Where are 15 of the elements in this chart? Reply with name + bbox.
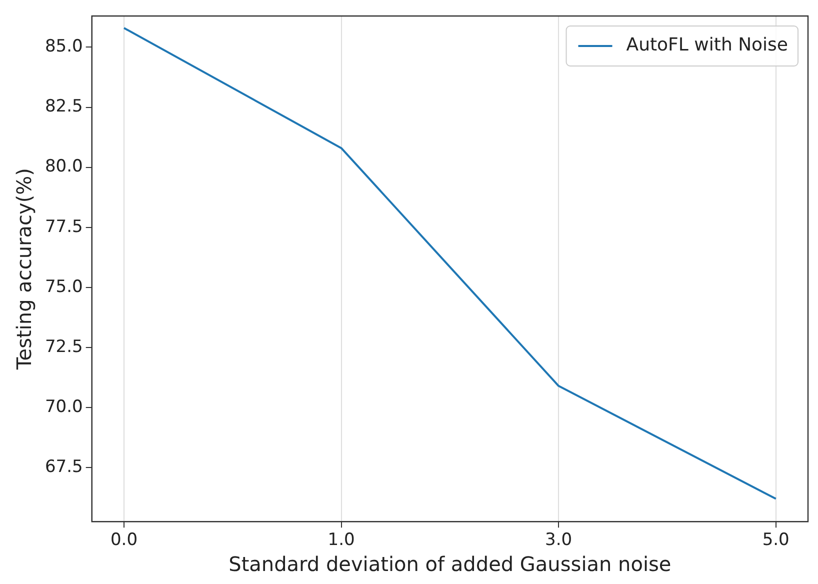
x-tick-label: 5.0 [762, 530, 790, 550]
x-tick-label: 0.0 [110, 530, 138, 550]
y-tick-label: 77.5 [44, 216, 83, 237]
y-tick-label: 70.0 [44, 396, 83, 417]
legend-label: AutoFL with Noise [626, 34, 788, 56]
y-tick-label: 82.5 [44, 96, 83, 117]
y-tick-label: 75.0 [44, 276, 83, 297]
x-tick-label: 1.0 [328, 530, 355, 550]
y-axis-title: Testing accuracy(%) [12, 168, 36, 371]
y-tick-label: 72.5 [44, 336, 83, 357]
y-tick-label: 85.0 [44, 36, 83, 57]
x-axis-title: Standard deviation of added Gaussian noise [228, 552, 672, 576]
y-tick-label: 67.5 [44, 456, 83, 477]
y-tick-label: 80.0 [44, 156, 83, 177]
x-tick-label: 3.0 [545, 530, 572, 550]
